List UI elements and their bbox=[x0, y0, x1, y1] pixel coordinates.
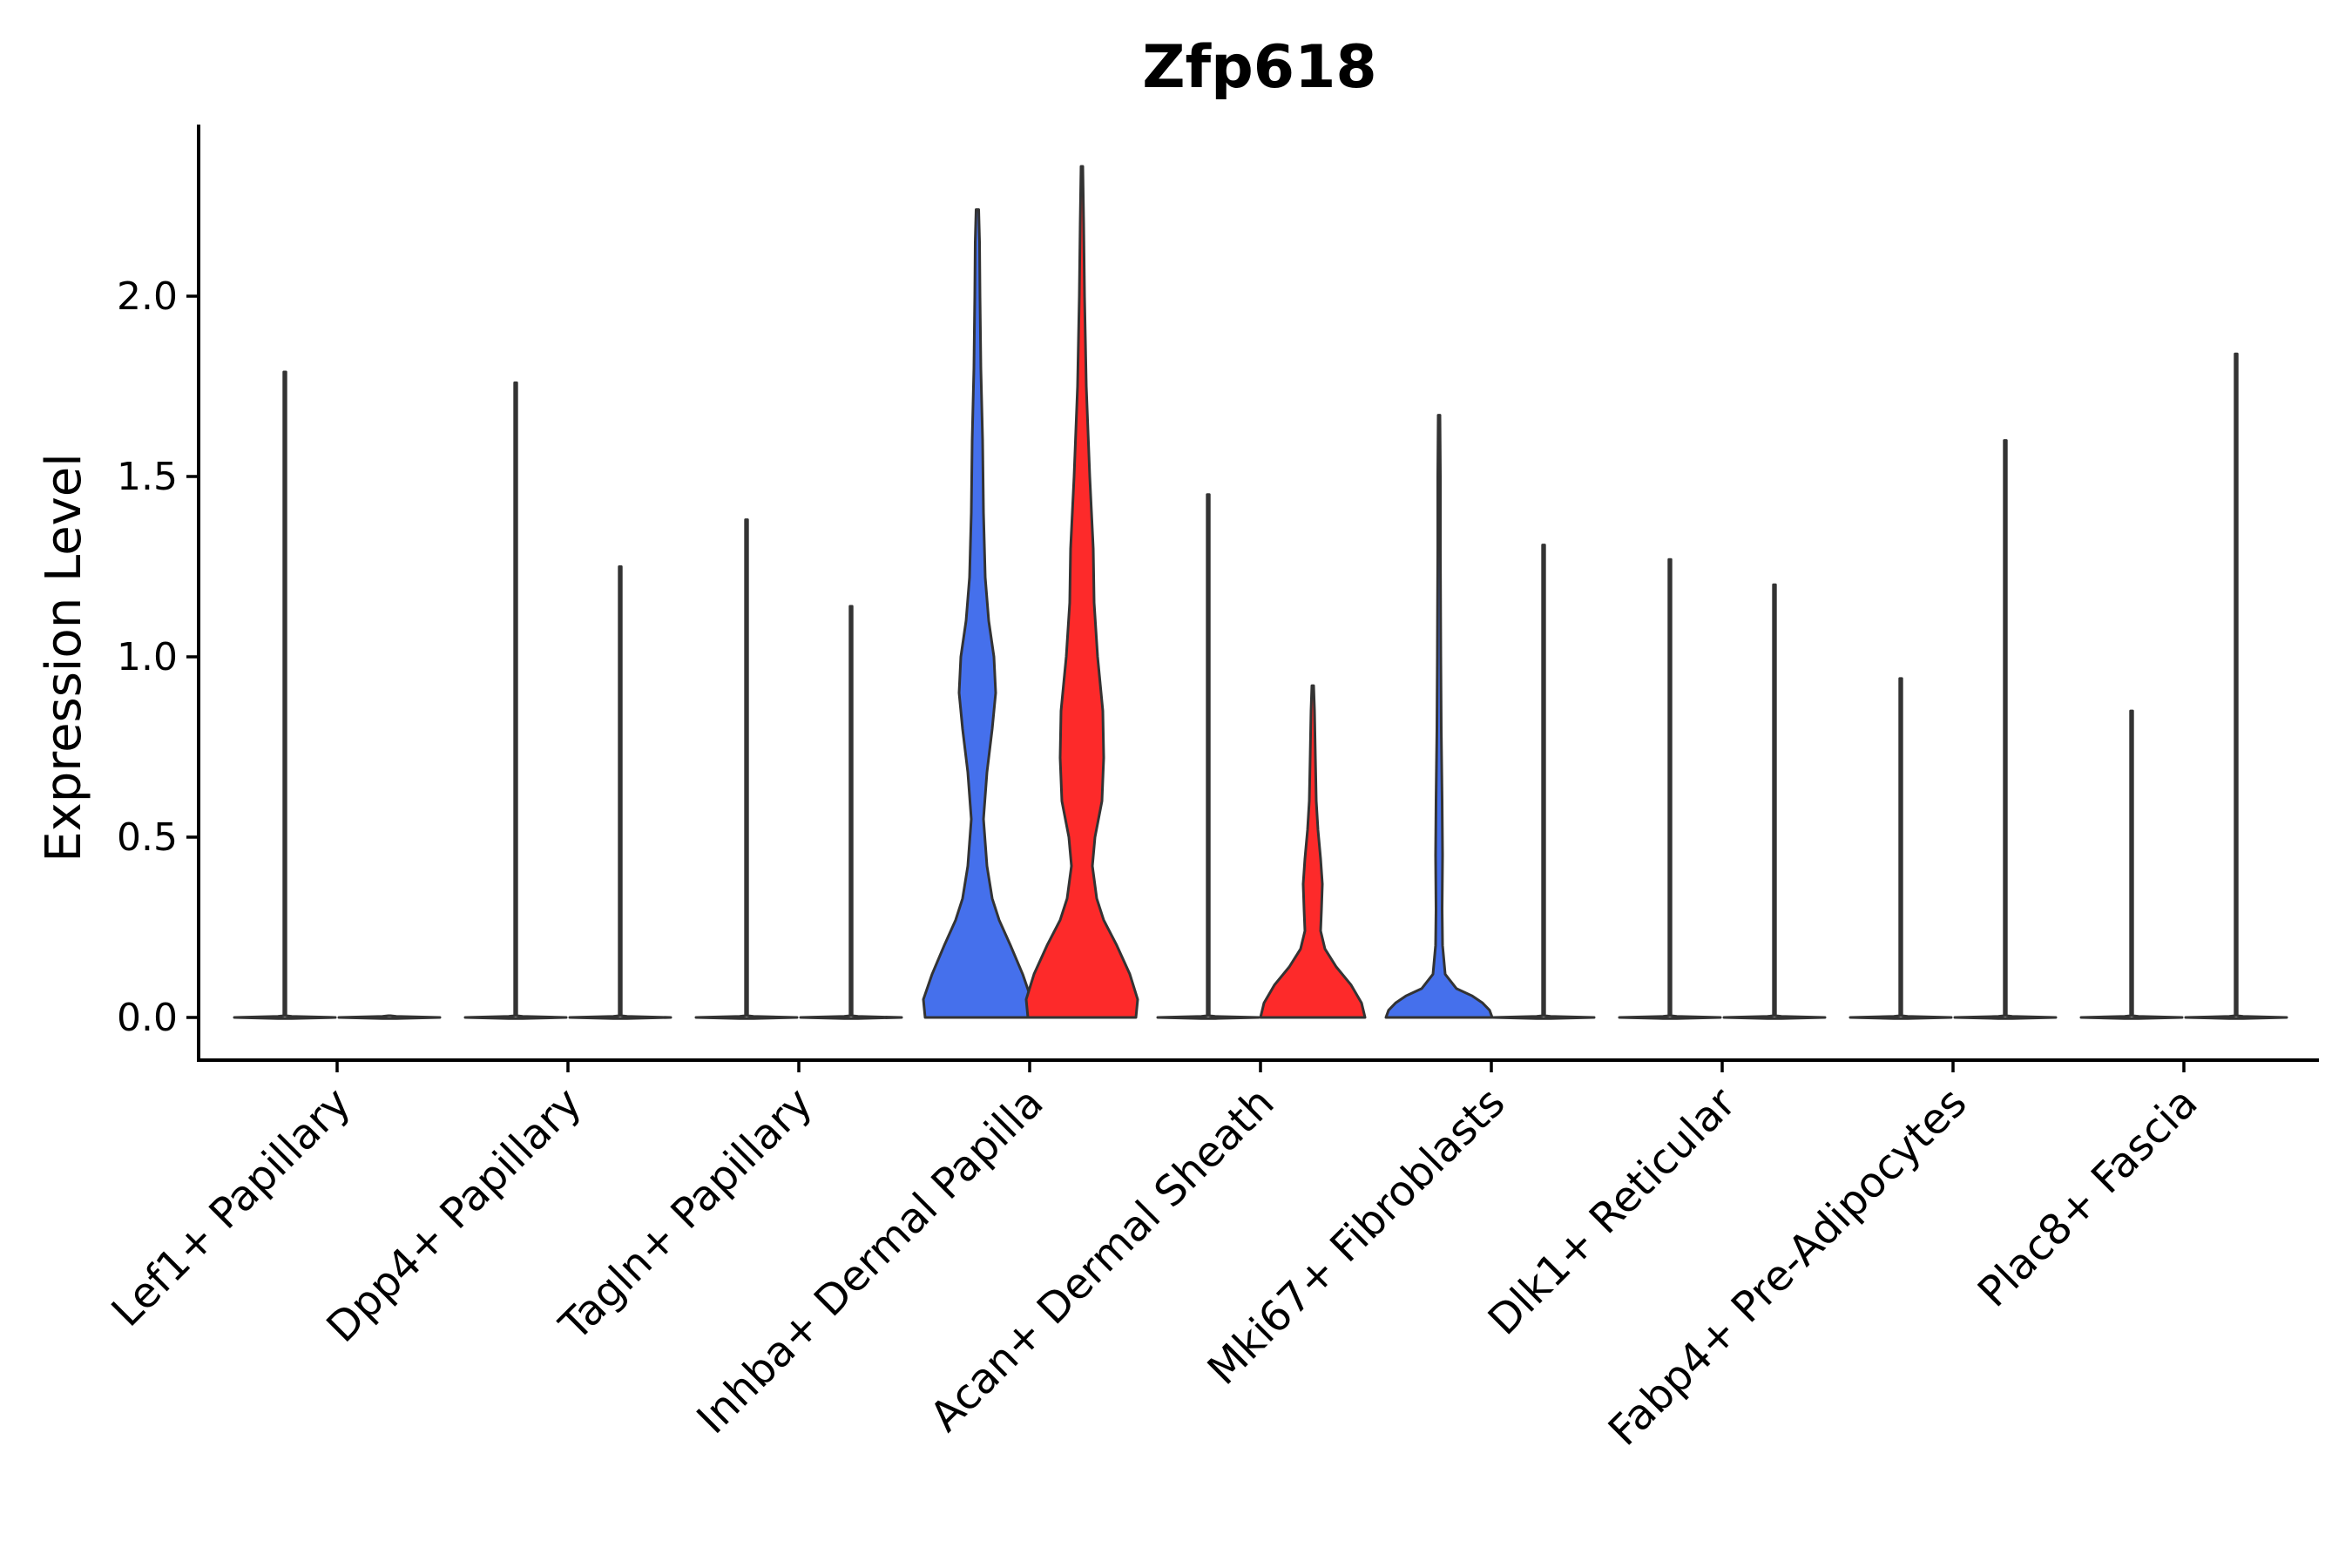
violin-right-6 bbox=[1722, 583, 1827, 1020]
violin-right-3 bbox=[1024, 165, 1139, 1019]
violin-right-5 bbox=[1491, 544, 1596, 1020]
violin-right-0 bbox=[337, 1014, 442, 1020]
violin-left-7 bbox=[1848, 677, 1953, 1020]
violin-right-7 bbox=[1953, 439, 2058, 1020]
y-axis-ticks: 0.0 0.5 1.0 1.5 2.0 bbox=[117, 274, 199, 1040]
violin-left-3 bbox=[922, 208, 1033, 1019]
y-tick-label: 2.0 bbox=[117, 274, 178, 319]
y-tick-label: 1.5 bbox=[117, 455, 178, 499]
violin-left-0 bbox=[233, 370, 337, 1020]
y-axis-label: Expression Level bbox=[36, 453, 92, 862]
violins-group bbox=[233, 165, 2288, 1020]
violin-right-4 bbox=[1259, 684, 1367, 1019]
violin-left-1 bbox=[463, 381, 568, 1020]
x-category-label: Lef1+ Papillary bbox=[103, 1078, 361, 1336]
violin-left-6 bbox=[1618, 558, 1722, 1020]
y-tick-label: 0.5 bbox=[117, 815, 178, 860]
violin-left-8 bbox=[2079, 709, 2184, 1020]
y-tick-label: 0.0 bbox=[117, 996, 178, 1040]
x-category-label: Dpp4+ Papillary bbox=[317, 1078, 591, 1352]
y-tick-label: 1.0 bbox=[117, 635, 178, 679]
violin-right-1 bbox=[568, 565, 672, 1020]
violin-right-2 bbox=[799, 605, 903, 1020]
violin-left-5 bbox=[1384, 414, 1494, 1019]
violin-left-2 bbox=[694, 518, 799, 1020]
x-category-label: Dlk1+ Reticular bbox=[1479, 1078, 1746, 1345]
chart-title: Zfp618 bbox=[1142, 33, 1377, 102]
violin-left-4 bbox=[1156, 493, 1260, 1020]
violin-right-8 bbox=[2184, 352, 2288, 1020]
x-category-label: Tagln+ Papillary bbox=[550, 1078, 821, 1350]
x-category-label: Plac8+ Fascia bbox=[1969, 1078, 2207, 1317]
